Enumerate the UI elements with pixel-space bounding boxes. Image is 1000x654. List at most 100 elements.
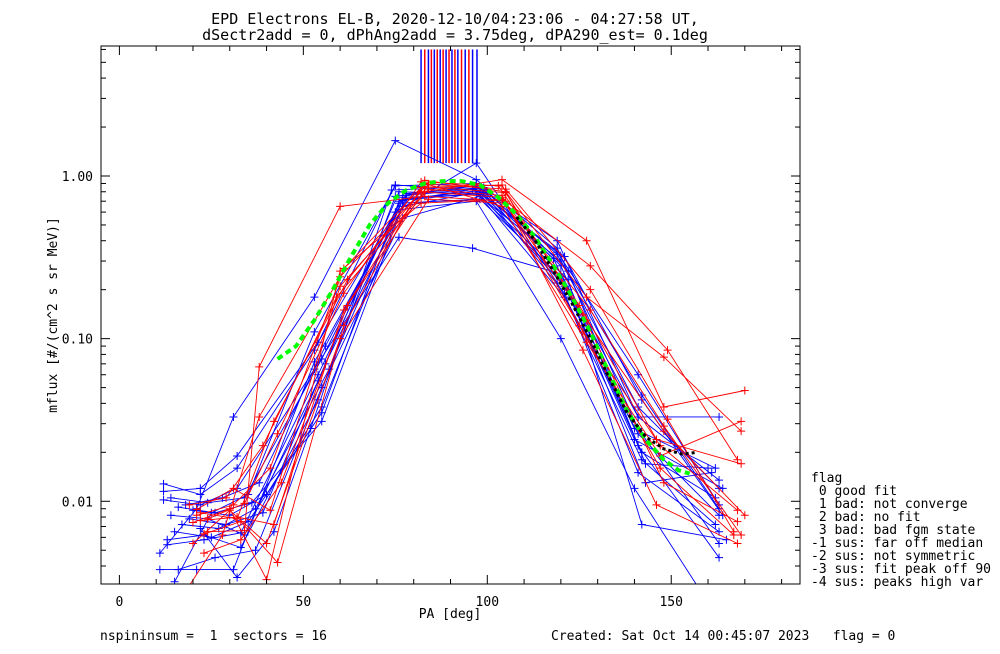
fit-curve (515, 216, 698, 456)
data-point (336, 334, 345, 343)
data-point (262, 539, 271, 548)
footer-sector-info: nspininsum = 1 sectors = 16 (100, 629, 327, 644)
data-point (277, 478, 286, 487)
data-point (170, 577, 179, 584)
legend-entry: 1 bad: not converge (811, 497, 968, 512)
data-point (479, 188, 488, 197)
data-point (659, 402, 668, 411)
data-point (196, 484, 205, 493)
data-point (343, 275, 352, 284)
data-point (737, 427, 746, 436)
chart-title-line1: EPD Electrons EL-B, 2020-12-10/04:23:06 … (211, 10, 699, 28)
plot-frame (100, 45, 801, 585)
data-point (586, 285, 595, 294)
data-point (498, 202, 507, 211)
series-line (181, 192, 720, 533)
data-point (737, 417, 746, 426)
data-point (273, 558, 282, 567)
data-point (163, 540, 172, 549)
data-point (159, 495, 168, 504)
legend-title: flag (811, 471, 842, 486)
data-point (339, 321, 348, 330)
legend-entry: -1 sus: far off median (811, 536, 983, 551)
data-point (417, 199, 426, 208)
data-point (398, 196, 407, 205)
data-point (233, 464, 242, 473)
data-point (498, 181, 507, 190)
y-tick-label: 0.10 (62, 333, 93, 348)
data-point (387, 186, 396, 195)
data-point (586, 261, 595, 270)
series-line (196, 184, 735, 536)
data-point (203, 514, 212, 523)
series-line (185, 187, 709, 506)
data-point (737, 459, 746, 468)
x-tick-label: 50 (296, 595, 312, 610)
data-point (586, 306, 595, 315)
data-point (310, 293, 319, 302)
data-point (468, 244, 477, 253)
x-tick-label: 0 (115, 595, 123, 610)
legend-entry: -2 sus: not symmetric (811, 549, 975, 564)
data-point (240, 499, 249, 508)
series-line (199, 186, 716, 579)
data-point (233, 573, 242, 582)
series-line (189, 189, 712, 525)
data-point (266, 464, 275, 473)
data-point (637, 455, 646, 464)
data-point (336, 202, 345, 211)
data-point (262, 490, 271, 499)
data-point (659, 478, 668, 487)
data-point (166, 493, 175, 502)
data-point (269, 417, 278, 426)
data-point (472, 159, 481, 168)
data-point (737, 531, 746, 540)
data-point (207, 533, 216, 542)
data-point (715, 539, 724, 548)
data-point (711, 464, 720, 473)
data-point (236, 535, 245, 544)
data-point (185, 500, 194, 509)
data-point (255, 478, 264, 487)
data-point (715, 412, 724, 421)
data-point (159, 487, 168, 496)
data-point (185, 514, 194, 523)
data-point (391, 181, 400, 190)
data-point (188, 506, 197, 515)
data-point (211, 553, 220, 562)
legend-entry: 2 bad: no fit (811, 510, 921, 525)
data-point (310, 327, 319, 336)
data-point (251, 504, 260, 513)
data-point (582, 236, 591, 245)
data-point (317, 417, 326, 426)
data-point (269, 520, 278, 529)
data-point (501, 185, 510, 194)
data-point (630, 484, 639, 493)
footer-created-info: Created: Sat Oct 14 00:45:07 2023 flag =… (551, 629, 895, 644)
y-tick-label: 1.00 (62, 170, 93, 185)
series-line (163, 162, 720, 516)
data-point (729, 527, 738, 536)
plot-content (155, 49, 749, 584)
data-point (159, 479, 168, 488)
data-point (475, 190, 484, 199)
data-point (229, 484, 238, 493)
data-point (663, 415, 672, 424)
data-point (266, 506, 275, 515)
data-point (740, 511, 749, 520)
data-point (255, 412, 264, 421)
data-point (637, 448, 646, 457)
legend-entry: -3 sus: fit peak off 90 (811, 562, 991, 577)
data-point (630, 435, 639, 444)
fit-curve (276, 179, 691, 476)
data-point (273, 429, 282, 438)
data-point (196, 508, 205, 517)
series-line (192, 188, 727, 541)
data-point (258, 441, 267, 450)
data-point (188, 539, 197, 548)
data-point (170, 527, 179, 536)
data-point (641, 459, 650, 468)
data-point (656, 464, 665, 473)
data-point (177, 520, 186, 529)
